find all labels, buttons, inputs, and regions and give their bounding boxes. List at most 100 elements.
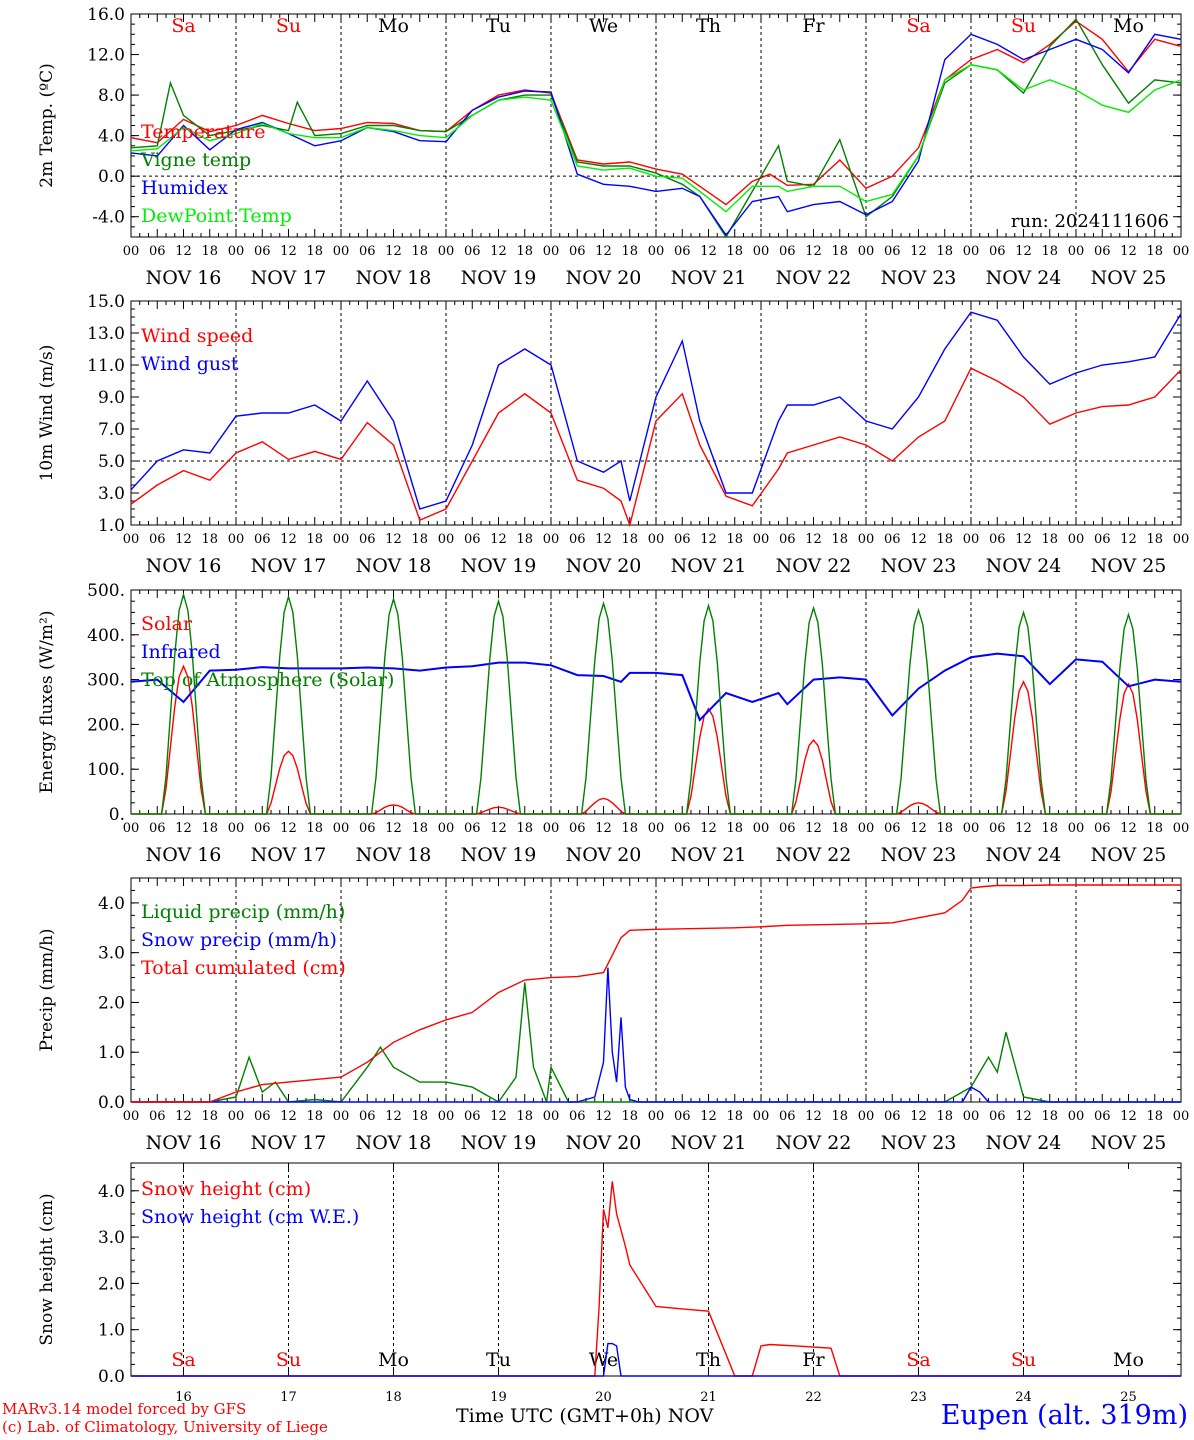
series-line-infrared — [130, 652, 1182, 722]
x-hour-label: 00 — [648, 821, 665, 836]
x-hour-label: 06 — [149, 1109, 166, 1124]
x-hour-label: 12 — [805, 244, 822, 259]
panel-energy: 0. 100. 200. 300. 400. 500. Energy fluxes (W/m… — [37, 581, 1189, 866]
legend-entry: Infrared — [141, 641, 221, 663]
x-hour-label: 00 — [858, 532, 875, 547]
weekday-label: Su — [1011, 15, 1036, 37]
y-tick-label: 100. — [87, 760, 125, 780]
y-tick-label: 0.0 — [98, 1367, 125, 1387]
x-hour-label: 06 — [989, 821, 1006, 836]
x-hour-label: 06 — [569, 821, 586, 836]
x-hour-label: 06 — [359, 821, 376, 836]
x-hour-label: 00 — [333, 532, 350, 547]
x-hour-label: 12 — [805, 821, 822, 836]
x-hour-label: 12 — [700, 821, 717, 836]
x-hour-label: 06 — [254, 244, 271, 259]
x-hour-label: 18 — [411, 244, 428, 259]
x-hour-label: 18 — [201, 532, 218, 547]
x-hour-label: 18 — [726, 821, 743, 836]
x-hour-label: 12 — [1015, 244, 1032, 259]
x-hour-label: 12 — [385, 532, 402, 547]
y-tick-label: 16.0 — [87, 5, 125, 25]
x-hour-label: 00 — [858, 821, 875, 836]
month-label: NOV — [667, 1405, 714, 1427]
weekday-label: Sa — [171, 15, 195, 37]
x-hour-label: 06 — [674, 1109, 691, 1124]
panel-wind: 1.0 3.0 5.0 7.0 9.0 11.0 13.0 15.0 10m Wind (m/s… — [37, 292, 1189, 577]
x-hour-label: 00 — [543, 821, 560, 836]
x-hour-label: 00 — [963, 1109, 980, 1124]
panel-precip: 0.0 1.0 2.0 3.0 4.0 Precip (mm/h) 00 06 12 18 NOV … — [37, 877, 1190, 1154]
x-hour-label: 06 — [254, 532, 271, 547]
x-hour-label: 18 — [201, 821, 218, 836]
run-label: run: 2024111606 — [1011, 211, 1169, 232]
x-hour-label: 00 — [1173, 1109, 1190, 1124]
x-hour-label: 18 — [306, 532, 323, 547]
x-hour-label: 00 — [543, 1109, 560, 1124]
x-hour-label: 06 — [884, 532, 901, 547]
x-date-label: NOV 16 — [146, 267, 222, 289]
x-date-label: NOV 20 — [566, 844, 642, 866]
x-hour-label: 06 — [254, 1109, 271, 1124]
legend-entry: DewPoint Temp — [141, 205, 292, 227]
x-hour-label: 00 — [858, 1109, 875, 1124]
series-line-temperature — [130, 20, 1182, 206]
x-hour-label: 12 — [595, 244, 612, 259]
x-hour-label: 18 — [831, 821, 848, 836]
x-hour-label: 00 — [1173, 821, 1190, 836]
x-hour-label: 12 — [910, 821, 927, 836]
x-hour-label: 12 — [175, 532, 192, 547]
x-hour-label: 00 — [438, 532, 455, 547]
x-day-number: 17 — [280, 1390, 297, 1405]
x-hour-label: 06 — [149, 532, 166, 547]
y-tick-label: 500. — [87, 581, 125, 601]
weekday-label: Mo — [1113, 1349, 1144, 1371]
x-hour-label: 00 — [648, 532, 665, 547]
x-hour-label: 18 — [516, 1109, 533, 1124]
weekday-label: We — [589, 1349, 618, 1371]
x-hour-label: 06 — [1094, 821, 1111, 836]
series-line-total-cumulated-cm- — [131, 884, 1181, 1103]
y-tick-label: 400. — [87, 626, 125, 646]
x-date-label: NOV 22 — [776, 267, 852, 289]
legend-entry: Snow height (cm W.E.) — [141, 1206, 359, 1228]
y-axis-title: Precip (mm/h) — [37, 928, 57, 1051]
x-hour-label: 18 — [1041, 1109, 1058, 1124]
x-day-number: 21 — [700, 1390, 717, 1405]
x-hour-label: 00 — [123, 1109, 140, 1124]
series-line-wind-speed — [130, 367, 1182, 528]
x-date-label: NOV 17 — [251, 844, 327, 866]
weekday-label: Su — [276, 15, 301, 37]
x-hour-label: 18 — [1146, 1109, 1163, 1124]
x-hour-label: 12 — [805, 1109, 822, 1124]
x-hour-label: 12 — [700, 244, 717, 259]
panel-temp: -4.0 0.0 4.0 8.0 12.0 16.0 2m Temp. (ºC) 00 06 12… — [37, 5, 1189, 289]
x-hour-label: 18 — [306, 821, 323, 836]
x-hour-label: 12 — [175, 244, 192, 259]
series-line-wind-gust — [130, 311, 1182, 510]
x-date-label: NOV 22 — [776, 555, 852, 577]
x-hour-label: 12 — [280, 532, 297, 547]
x-hour-label: 06 — [989, 244, 1006, 259]
x-hour-label: 00 — [333, 821, 350, 836]
x-hour-label: 18 — [621, 532, 638, 547]
x-hour-label: 18 — [621, 1109, 638, 1124]
x-hour-label: 06 — [674, 821, 691, 836]
x-hour-label: 12 — [1120, 244, 1137, 259]
x-hour-label: 12 — [1015, 821, 1032, 836]
y-tick-label: 15.0 — [87, 292, 125, 312]
x-date-label: NOV 24 — [986, 1132, 1062, 1154]
x-hour-label: 06 — [569, 1109, 586, 1124]
legend-entry: Wind gust — [141, 353, 239, 375]
x-hour-label: 06 — [1094, 532, 1111, 547]
x-hour-label: 12 — [280, 244, 297, 259]
x-hour-label: 00 — [1068, 532, 1085, 547]
y-tick-label: 0.0 — [98, 167, 125, 187]
series-line-humidex — [130, 33, 1182, 237]
x-day-number: 18 — [385, 1390, 402, 1405]
x-hour-label: 06 — [779, 821, 796, 836]
x-hour-label: 06 — [1094, 1109, 1111, 1124]
x-day-number: 22 — [805, 1390, 822, 1405]
y-tick-label: 1.0 — [98, 1043, 125, 1063]
x-date-label: NOV 17 — [251, 267, 327, 289]
